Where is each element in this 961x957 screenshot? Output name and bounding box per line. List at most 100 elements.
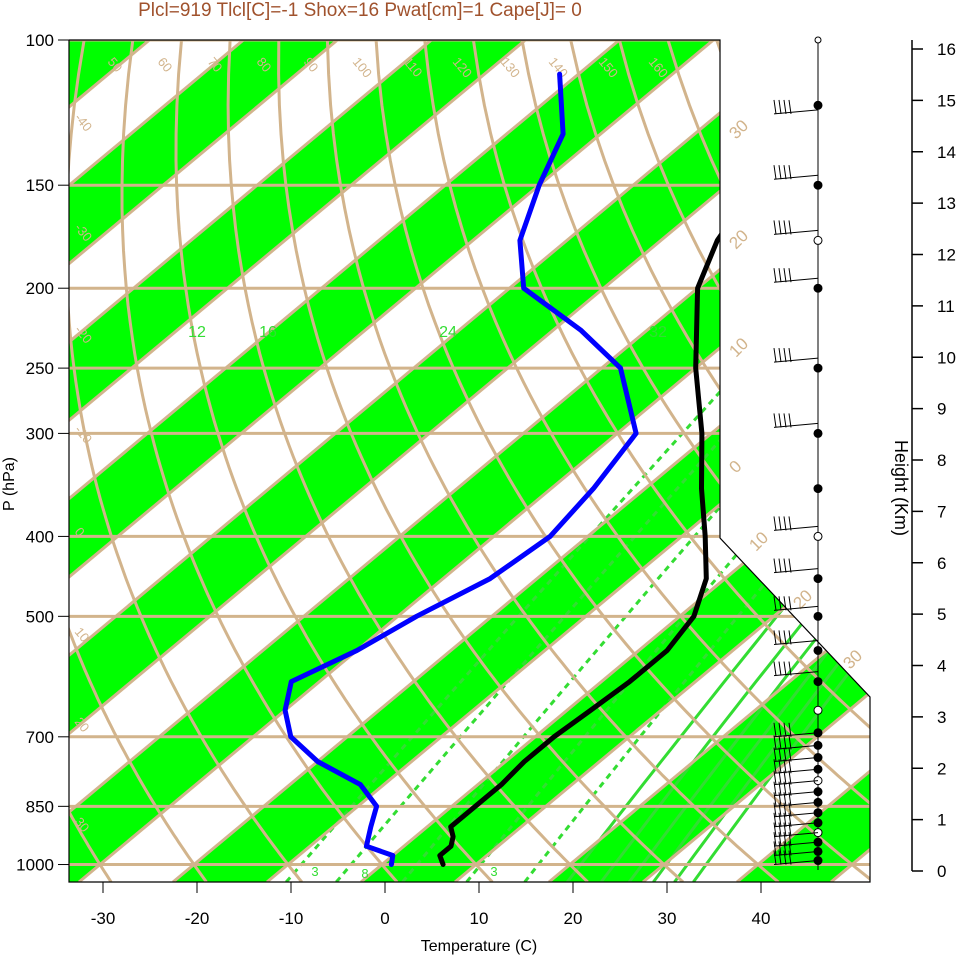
wind-barb-flag bbox=[773, 165, 777, 180]
wind-barb bbox=[773, 558, 819, 574]
mixing-ratio-line bbox=[599, 367, 870, 882]
wind-marker bbox=[814, 36, 822, 44]
wind-barb-flag bbox=[788, 722, 792, 737]
wind-barb bbox=[773, 99, 819, 115]
wind-level-dot bbox=[813, 484, 823, 494]
wind-barb-flag bbox=[778, 220, 782, 235]
height-tick-label: 13 bbox=[937, 194, 956, 213]
wind-barb-flag bbox=[773, 792, 777, 807]
wind-barb-flag bbox=[783, 413, 787, 428]
wind-barb bbox=[773, 596, 819, 611]
mixing-ratio-line bbox=[628, 367, 870, 882]
wind-barb bbox=[773, 792, 819, 807]
mixing-ratio-label: 16 bbox=[259, 324, 277, 341]
height-tick-label: 0 bbox=[937, 862, 946, 881]
isotherm-line bbox=[69, 40, 433, 882]
height-tick-label: 2 bbox=[937, 759, 946, 778]
dry-adiabat-line bbox=[69, 40, 208, 882]
wind-barb-flag bbox=[778, 558, 782, 573]
wind-barb bbox=[773, 802, 819, 818]
x-tick-label: 10 bbox=[470, 909, 489, 928]
wind-barb bbox=[773, 165, 819, 180]
wind-barb-flag bbox=[788, 558, 792, 573]
wind-level-dot bbox=[813, 363, 823, 373]
wind-barb-flag bbox=[773, 850, 777, 865]
wind-barb-flag bbox=[788, 596, 792, 611]
dry-adiabat-line bbox=[226, 40, 589, 882]
mixing-ratio-label: 12 bbox=[188, 324, 206, 341]
isotherm-label: 30 bbox=[725, 116, 752, 143]
wind-barb-flag bbox=[783, 850, 787, 865]
wind-barb-flag bbox=[773, 516, 777, 531]
dry-adiabat-line bbox=[277, 40, 685, 882]
mixing-ratio-line bbox=[335, 367, 786, 882]
isotherm-label: 60 bbox=[155, 54, 176, 75]
wind-barb-flag bbox=[783, 832, 787, 847]
wind-barb-flag bbox=[783, 722, 787, 737]
y-tick-label: 100 bbox=[26, 31, 54, 50]
height-tick-label: 12 bbox=[937, 246, 956, 265]
wind-barb-flag bbox=[783, 268, 787, 283]
isotherm-label: -10 bbox=[72, 422, 96, 446]
x-tick-label: 20 bbox=[564, 909, 583, 928]
y-tick-label: 300 bbox=[26, 424, 54, 443]
height-tick-label: 6 bbox=[937, 554, 946, 573]
wind-barb-flag bbox=[778, 165, 782, 180]
y-tick-label: 250 bbox=[26, 359, 54, 378]
mixing-ratio-line bbox=[673, 367, 870, 882]
wind-barb-flag bbox=[783, 759, 787, 774]
wind-barb-flag bbox=[783, 822, 787, 837]
wind-barb-flag bbox=[773, 99, 777, 114]
wind-barb bbox=[773, 747, 819, 763]
height-tick-label: 5 bbox=[937, 605, 946, 624]
height-tick-label: 9 bbox=[937, 400, 946, 419]
wind-level-dot bbox=[813, 100, 823, 110]
wind-barb-flag bbox=[778, 596, 782, 611]
isotherm-label: -40 bbox=[72, 110, 96, 134]
isotherm-line bbox=[69, 40, 809, 882]
wind-barb-flag bbox=[788, 99, 792, 114]
wind-barb-flag bbox=[788, 832, 792, 847]
y-axis-label: P (hPa) bbox=[1, 457, 18, 511]
wind-barb-flag bbox=[778, 722, 782, 737]
dry-adiabat-line bbox=[423, 40, 870, 882]
height-axis-label: Height (Km) bbox=[891, 440, 911, 536]
wind-level-dot bbox=[813, 611, 823, 621]
wind-level-dot bbox=[813, 283, 823, 293]
wind-barb-flag bbox=[783, 596, 787, 611]
wind-barb-flag bbox=[783, 165, 787, 180]
wind-barb bbox=[773, 850, 819, 866]
isotherm-line bbox=[78, 40, 870, 882]
dry-adiabat-line bbox=[69, 40, 303, 882]
y-tick-label: 200 bbox=[26, 279, 54, 298]
isotherm-line bbox=[69, 40, 245, 882]
height-tick-label: 3 bbox=[937, 708, 946, 727]
wind-barb-flag bbox=[778, 348, 782, 363]
wind-barb-flag bbox=[773, 822, 777, 837]
wind-barb-flag bbox=[783, 747, 787, 762]
wind-level-dot bbox=[813, 705, 823, 715]
isotherm-line bbox=[454, 40, 870, 882]
temperature-band bbox=[69, 40, 526, 882]
wind-barb-flag bbox=[778, 630, 782, 645]
wind-barb-flag bbox=[778, 832, 782, 847]
wind-barb-flag bbox=[778, 735, 782, 750]
adiabat-label: 3 bbox=[311, 864, 318, 879]
y-tick-label: 700 bbox=[26, 728, 54, 747]
wind-level-dot bbox=[813, 677, 823, 687]
temperature-band bbox=[361, 40, 870, 882]
x-tick-label: -20 bbox=[185, 909, 210, 928]
wind-barb-flag bbox=[783, 841, 787, 856]
wind-barb bbox=[773, 516, 819, 531]
wind-barb-flag bbox=[788, 781, 792, 796]
wind-level-dot bbox=[813, 235, 823, 245]
wind-barb-flag bbox=[773, 596, 777, 611]
wind-barb bbox=[773, 722, 819, 738]
wind-barb bbox=[773, 822, 819, 838]
wind-barb-flag bbox=[788, 516, 792, 531]
wind-level-dot bbox=[813, 180, 823, 190]
wind-barb-flag bbox=[783, 735, 787, 750]
wind-barb-flag bbox=[773, 812, 777, 827]
wind-level-dot bbox=[813, 574, 823, 584]
wind-barb-flag bbox=[773, 348, 777, 363]
